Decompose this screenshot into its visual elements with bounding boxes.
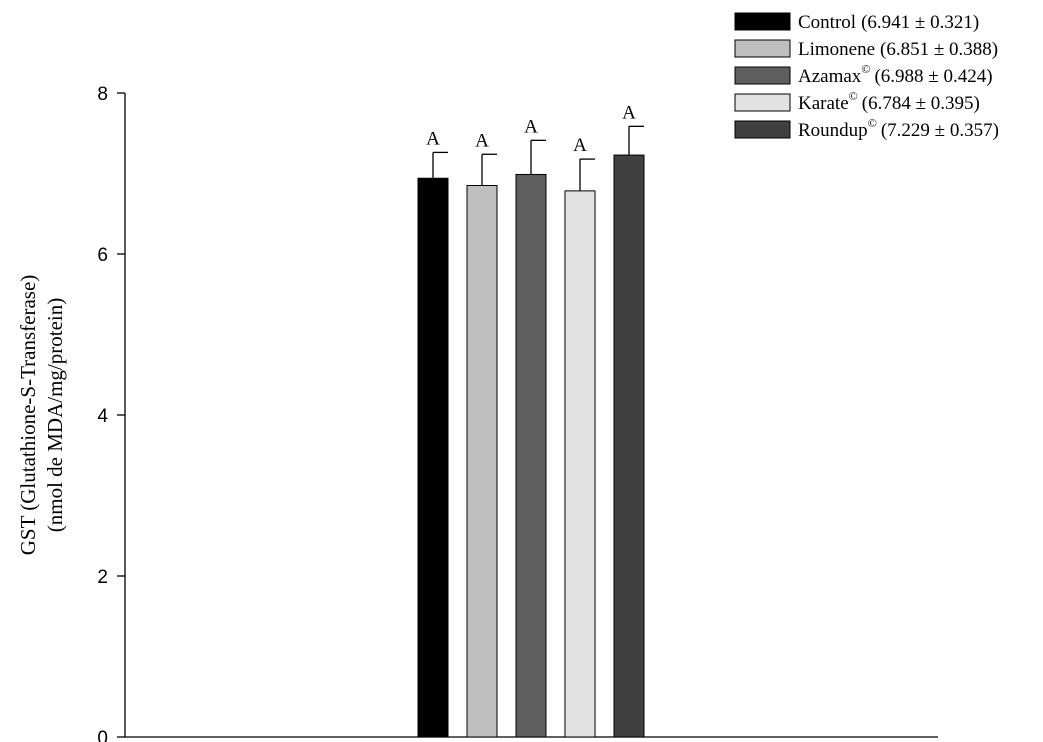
y-tick-label-4: 8 [97,84,108,105]
y-tick-label-2: 4 [97,406,108,427]
legend-stats-azamax: (6.988 ± 0.424) [874,66,992,87]
y-tick-label-3: 6 [97,245,108,266]
y-tick-label-0: 0 [97,728,108,742]
legend-name-roundup: Roundup [798,120,868,141]
legend-stats-control: (6.941 ± 0.321) [861,12,979,33]
bar-limonene [466,184,498,738]
legend-stats-roundup: (7.229 ± 0.357) [881,120,999,141]
bar-roundup [613,154,645,738]
legend-label-limonene: Limonene (6.851 ± 0.388) [798,39,998,60]
legend-label-roundup: Roundup© (7.229 ± 0.357) [798,116,999,141]
legend-label-azamax: Azamax© (6.988 ± 0.424) [798,62,993,87]
legend-name-control: Control [798,12,856,33]
error-bars [432,125,644,191]
legend-swatch-karate [734,93,791,112]
legend-swatch-azamax [734,66,791,85]
y-tick-label-1: 2 [97,567,108,588]
legend-sup-karate: © [849,89,858,103]
legend-stats-limonene: (6.851 ± 0.388) [880,39,998,60]
significance-labels: A A A A A [426,102,636,156]
significance-label-roundup: A [622,102,636,123]
legend: Control (6.941 ± 0.321) Limonene (6.851 ± 0… [734,12,999,141]
legend-name-karate: Karate [798,93,849,114]
bar-azamax [515,173,547,738]
significance-label-azamax: A [524,116,538,137]
y-axis-label-line-2: (nmol de MDA/mg/protein) [43,298,67,532]
significance-label-karate: A [573,135,587,156]
legend-swatch-control [734,12,791,31]
legend-name-azamax: Azamax [798,66,862,87]
y-axis-label-line-1: GST (Glutathione-S-Transferase) [16,275,40,556]
legend-swatch-limonene [734,39,791,58]
y-axis-label: GST (Glutathione-S-Transferase) (nmol de … [16,275,67,556]
legend-label-karate: Karate© (6.784 ± 0.395) [798,89,980,114]
bar-karate [564,190,596,738]
legend-sup-roundup: © [868,116,877,130]
bars [417,154,645,738]
significance-label-control: A [426,128,440,149]
legend-stats-karate: (6.784 ± 0.395) [862,93,980,114]
significance-label-limonene: A [475,130,489,151]
legend-label-control: Control (6.941 ± 0.321) [798,12,979,33]
y-axis: 0 2 4 6 8 [97,84,126,742]
bar-control [417,177,449,738]
legend-name-limonene: Limonene [798,39,875,60]
legend-swatch-roundup [734,120,791,139]
legend-sup-azamax: © [861,62,870,76]
